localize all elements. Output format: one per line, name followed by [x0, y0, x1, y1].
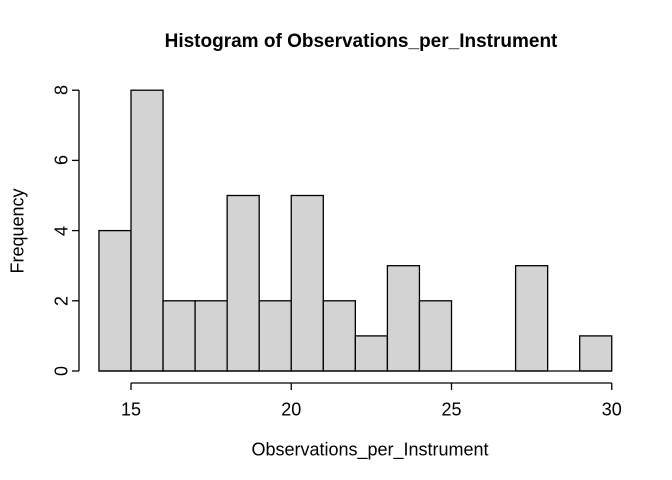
x-tick-label: 15 — [120, 399, 142, 420]
histogram-bar — [130, 89, 164, 372]
histogram-bar — [162, 300, 196, 372]
x-tick-label: 20 — [281, 399, 302, 420]
histogram-bar — [579, 335, 613, 372]
histogram-bar — [226, 194, 260, 372]
y-tick-label: 0 — [51, 365, 72, 377]
histogram-bar — [322, 300, 356, 372]
y-tick-label: 4 — [51, 225, 72, 236]
histogram-bar — [514, 265, 549, 372]
y-tick-label: 2 — [51, 295, 72, 306]
y-tick-label: 6 — [51, 155, 72, 166]
x-axis-label: Observations_per_Instrument — [251, 439, 489, 460]
x-tick-label: 25 — [441, 399, 462, 420]
histogram-bar — [418, 300, 453, 372]
histogram-bar — [98, 229, 132, 372]
histogram-bar — [194, 300, 228, 372]
histogram-bar — [258, 300, 292, 372]
y-axis-label: Frequency — [7, 188, 28, 274]
y-tick-label: 8 — [51, 85, 72, 96]
histogram-bar — [354, 335, 389, 372]
histogram-bar — [290, 194, 324, 372]
x-tick-label: 30 — [601, 399, 622, 420]
chart-title: Histogram of Observations_per_Instrument — [164, 31, 558, 52]
histogram-bar — [386, 265, 421, 372]
